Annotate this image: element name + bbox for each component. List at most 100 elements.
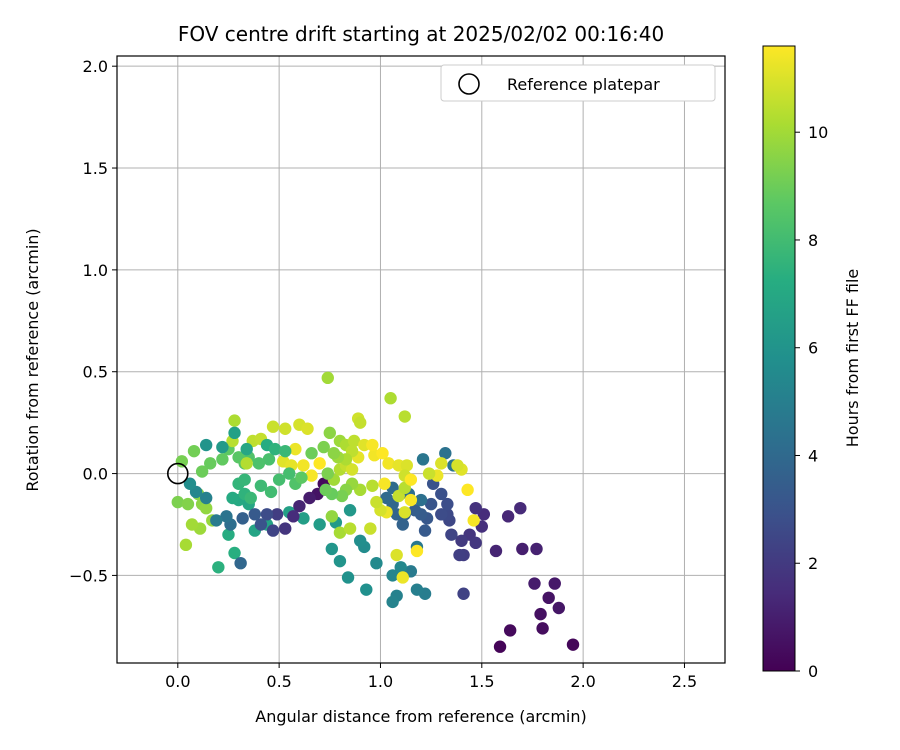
- legend-box: [440, 64, 716, 102]
- scatter-point: [262, 453, 276, 466]
- scatter-point: [530, 542, 543, 556]
- scatter-point: [396, 518, 409, 531]
- scatter-point: [187, 444, 201, 458]
- scatter-point: [366, 479, 379, 492]
- y-tick-label: 1.0: [83, 261, 108, 280]
- scatter-point: [469, 536, 482, 550]
- scatter-point: [216, 440, 229, 454]
- scatter-point: [212, 561, 225, 574]
- y-axis-ticks: −0.5 0.0 0.5 1.0 1.5 2.0: [69, 57, 117, 585]
- colorbar-tick-label: 10: [808, 123, 828, 142]
- scatter-point: [244, 491, 257, 505]
- chart-title: FOV centre drift starting at 2025/02/02 …: [178, 22, 664, 46]
- scatter-point: [238, 473, 251, 486]
- scatter-point: [283, 467, 296, 480]
- scatter-point: [410, 583, 424, 596]
- scatter-point: [333, 554, 347, 568]
- scatter-point: [435, 508, 448, 521]
- scatter-point: [378, 477, 391, 490]
- colorbar-tick-label: 8: [808, 231, 818, 250]
- scatter-point: [380, 491, 393, 505]
- x-axis-label: Angular distance from reference (arcmin): [255, 707, 586, 726]
- scatter-point: [445, 528, 458, 541]
- scatter-point: [467, 514, 480, 527]
- scatter-point: [222, 528, 235, 541]
- scatter-point: [325, 542, 339, 556]
- scatter-point: [321, 371, 334, 385]
- scatter-point: [260, 508, 274, 521]
- scatter-point: [228, 426, 241, 440]
- scatter-point: [268, 442, 282, 456]
- scatter-point: [542, 591, 555, 605]
- scatter-point: [514, 501, 527, 515]
- scatter-point: [226, 491, 239, 505]
- scatter-point: [295, 471, 308, 484]
- scatter-point: [343, 522, 357, 535]
- scatter-point: [384, 392, 397, 405]
- scatter-point: [370, 556, 383, 570]
- scatter-point: [216, 453, 229, 466]
- scatter-point: [360, 583, 373, 596]
- scatter-point: [287, 510, 300, 523]
- x-tick-label: 2.5: [672, 672, 697, 691]
- scatter-point: [534, 607, 547, 621]
- scatter-point: [469, 501, 482, 515]
- scatter-point: [390, 548, 403, 562]
- scatter-point: [404, 473, 418, 486]
- scatter-point: [441, 497, 454, 511]
- scatter-point: [175, 455, 189, 468]
- scatter-point: [319, 483, 332, 497]
- scatter-point: [199, 438, 213, 452]
- colorbar: 0 2 4 6 8 10 Hours from first FF file: [762, 45, 862, 681]
- colorbar-tick-label: 0: [808, 662, 818, 681]
- legend-entry-reference-platepar: Reference platepar: [507, 75, 660, 94]
- legend: Reference platepar: [440, 64, 716, 102]
- scatter-point: [303, 491, 316, 505]
- x-tick-label: 2.0: [570, 672, 595, 691]
- scatter-point: [503, 624, 517, 637]
- scatter-point: [266, 420, 280, 433]
- y-tick-label: 0.5: [83, 363, 108, 382]
- x-axis-ticks: 0.0 0.5 1.0 1.5 2.0 2.5: [165, 663, 697, 691]
- scatter-point: [552, 601, 566, 615]
- scatter-point: [424, 497, 438, 511]
- scatter-point: [327, 446, 341, 460]
- y-tick-label: 1.5: [83, 159, 108, 178]
- scatter-point: [313, 518, 326, 531]
- scatter-point: [321, 467, 334, 480]
- legend-marker: [458, 73, 480, 95]
- scatter-point: [376, 446, 389, 460]
- scatter-point: [347, 434, 361, 448]
- y-tick-label: 2.0: [83, 57, 108, 76]
- scatter-point: [398, 506, 411, 519]
- scatter-point: [297, 459, 310, 472]
- scatter-point: [171, 495, 184, 509]
- scatter-point: [297, 512, 310, 525]
- x-tick-label: 1.0: [368, 672, 393, 691]
- scatter-point: [270, 508, 284, 521]
- scatter-point: [279, 522, 292, 535]
- colorbar-tick-label: 4: [808, 446, 818, 465]
- scatter-point: [386, 595, 399, 609]
- scatter-point: [422, 467, 436, 480]
- scatter-point: [354, 416, 367, 429]
- scatter-point: [279, 444, 292, 458]
- scatter-point: [418, 524, 432, 537]
- scatter-point: [335, 489, 349, 503]
- scatter-point: [228, 414, 241, 427]
- scatter-point: [404, 493, 418, 507]
- scatter-point: [195, 465, 209, 478]
- colorbar-ticks: 0 2 4 6 8 10: [795, 123, 828, 681]
- scatter-point: [451, 459, 464, 472]
- scatter-point: [566, 638, 580, 651]
- x-tick-label: 0.5: [266, 672, 291, 691]
- scatter-point: [240, 457, 253, 470]
- scatter-point: [435, 487, 448, 501]
- scatter-point: [354, 534, 367, 547]
- scatter-point: [345, 463, 359, 476]
- scatter-point: [248, 508, 262, 521]
- scatter-point: [204, 457, 217, 470]
- scatter-point: [325, 510, 339, 523]
- grid: [117, 56, 725, 663]
